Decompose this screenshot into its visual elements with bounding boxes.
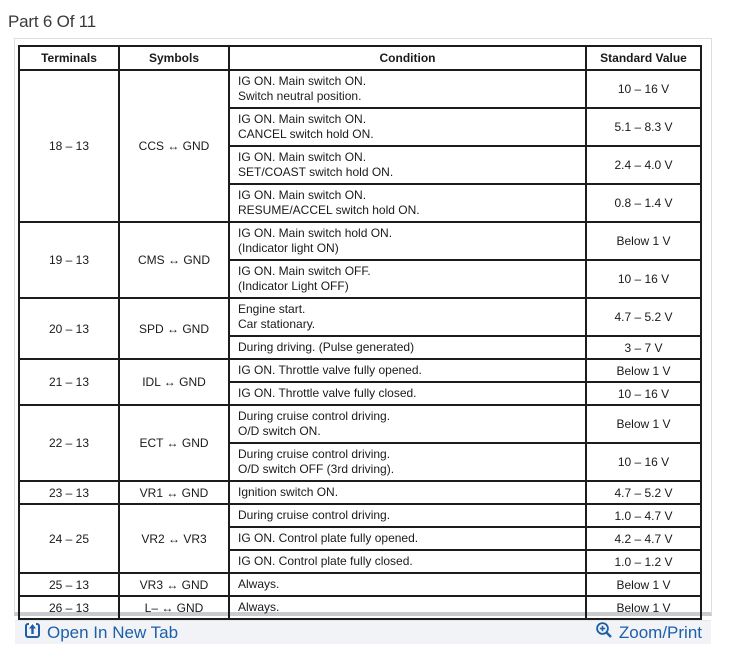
table-row: 23 – 13 VR1 ↔ GND Ignition switch ON. 4.7 –… <box>18 480 702 505</box>
standard-value-cell: Below 1 V <box>585 572 702 597</box>
column-header-symbols: Symbols <box>118 45 230 71</box>
table-row: During cruise control driving. O/D switch… <box>19 442 702 482</box>
condition-cell: During driving. (Pulse generated) <box>228 335 587 360</box>
column-header-condition: Condition <box>228 45 587 71</box>
table-row: IG ON. Throttle valve fully closed. 10 – … <box>19 381 702 406</box>
terminals-cell: 25 – 13 <box>18 572 120 597</box>
zoom-plus-icon <box>595 621 613 644</box>
open-in-new-tab-label: Open In New Tab <box>47 622 179 642</box>
standard-value-cell: 4.7 – 5.2 V <box>585 480 702 505</box>
standard-value-cell: 0.8 – 1.4 V <box>585 183 702 223</box>
symbols-cell: SPD ↔ GND <box>118 297 230 360</box>
condition-cell: Engine start. Car stationary. <box>228 297 587 337</box>
terminals-cell: 22 – 13 <box>18 404 120 482</box>
standard-value-cell: 10 – 16 V <box>585 442 702 482</box>
terminals-cell: 26 – 13 <box>18 595 120 620</box>
condition-cell: IG ON. Main switch ON. Switch neutral pos… <box>228 69 587 109</box>
table-header-row: Terminals Symbols Condition Standard Value <box>18 45 702 71</box>
table-row: IG ON. Control plate fully opened. 4.2 – … <box>19 526 702 551</box>
condition-cell: IG ON. Throttle valve fully closed. <box>228 381 587 406</box>
terminals-cell: 21 – 13 <box>18 358 120 406</box>
table-row: 20 – 13 SPD ↔ GND Engine start. Car station… <box>18 297 702 360</box>
condition-cell: Always. <box>228 595 587 620</box>
symbols-cell: CCS ↔ GND <box>118 69 230 223</box>
column-header-terminals: Terminals <box>18 45 120 71</box>
standard-value-cell: 10 – 16 V <box>585 381 702 406</box>
standard-value-cell: 3 – 7 V <box>585 335 702 360</box>
table-body: 18 – 13 CCS ↔ GND IG ON. Main switch ON. Sw… <box>18 69 702 620</box>
condition-cell: IG ON. Throttle valve fully opened. <box>228 358 587 383</box>
terminals-cell: 18 – 13 <box>18 69 120 223</box>
terminals-cell: 24 – 25 <box>18 503 120 574</box>
condition-cell: IG ON. Control plate fully opened. <box>228 526 587 551</box>
zoom-print-label: Zoom/Print <box>618 622 702 642</box>
table-row: 21 – 13 IDL ↔ GND IG ON. Throttle valve fu… <box>18 358 702 406</box>
symbols-cell: CMS ↔ GND <box>118 221 230 299</box>
symbols-cell: VR1 ↔ GND <box>118 480 230 505</box>
terminal-values-table: Terminals Symbols Condition Standard Value … <box>18 45 702 620</box>
standard-value-cell: 1.0 – 1.2 V <box>585 549 702 574</box>
table-row: IG ON. Main switch ON. SET/COAST switch h… <box>19 145 702 185</box>
table-row: 22 – 13 ECT ↔ GND During cruise control dr… <box>18 404 702 482</box>
table-row: 18 – 13 CCS ↔ GND IG ON. Main switch ON. Sw… <box>18 69 702 223</box>
condition-cell: IG ON. Main switch OFF. (Indicator Light … <box>228 259 587 299</box>
condition-cell: IG ON. Main switch ON. CANCEL switch hold… <box>228 107 587 147</box>
condition-cell: Always. <box>228 572 587 597</box>
standard-value-cell: 1.0 – 4.7 V <box>585 503 702 528</box>
table-row: IG ON. Control plate fully closed. 1.0 – … <box>19 549 702 574</box>
condition-cell: During cruise control driving. O/D switch… <box>228 442 587 482</box>
standard-value-cell: 4.7 – 5.2 V <box>585 297 702 337</box>
standard-value-cell: Below 1 V <box>585 358 702 383</box>
condition-cell: During cruise control driving. <box>228 503 587 528</box>
table-row: 24 – 25 VR2 ↔ VR3 During cruise control dr… <box>18 503 702 574</box>
symbols-cell: IDL ↔ GND <box>118 358 230 406</box>
footer-bar: Open In New Tab Zoom/Print <box>15 620 711 644</box>
table-row: IG ON. Main switch ON. CANCEL switch hold… <box>19 107 702 147</box>
table-row: 26 – 13 L– ↔ GND Always. Below 1 V <box>18 595 702 620</box>
standard-value-cell: 5.1 – 8.3 V <box>585 107 702 147</box>
standard-value-cell: 10 – 16 V <box>585 259 702 299</box>
open-in-new-tab-icon <box>24 622 41 644</box>
table-row: IG ON. Main switch OFF. (Indicator Light … <box>19 259 702 299</box>
standard-value-cell: 2.4 – 4.0 V <box>585 145 702 185</box>
condition-cell: IG ON. Main switch ON. SET/COAST switch h… <box>228 145 587 185</box>
page-title: Part 6 Of 11 <box>8 12 96 31</box>
table-row: IG ON. Main switch ON. RESUME/ACCEL switc… <box>19 183 702 223</box>
condition-cell: IG ON. Control plate fully closed. <box>228 549 587 574</box>
table-row: 19 – 13 CMS ↔ GND IG ON. Main switch hold … <box>18 221 702 299</box>
standard-value-cell: Below 1 V <box>585 404 702 444</box>
table-row: 25 – 13 VR3 ↔ GND Always. Below 1 V <box>18 572 702 597</box>
symbols-cell: L– ↔ GND <box>118 595 230 620</box>
standard-value-cell: Below 1 V <box>585 221 702 261</box>
symbols-cell: VR3 ↔ GND <box>118 572 230 597</box>
condition-cell: Ignition switch ON. <box>228 480 587 505</box>
condition-cell: IG ON. Main switch ON. RESUME/ACCEL switc… <box>228 183 587 223</box>
standard-value-cell: 10 – 16 V <box>585 69 702 109</box>
symbols-cell: VR2 ↔ VR3 <box>118 503 230 574</box>
table-row: During driving. (Pulse generated) 3 – 7 V <box>19 335 702 360</box>
open-in-new-tab-link[interactable]: Open In New Tab <box>24 622 178 644</box>
condition-cell: IG ON. Main switch hold ON. (Indicator li… <box>228 221 587 261</box>
column-header-standard-value: Standard Value <box>585 45 702 71</box>
symbols-cell: ECT ↔ GND <box>118 404 230 482</box>
terminals-cell: 20 – 13 <box>18 297 120 360</box>
zoom-print-link[interactable]: Zoom/Print <box>595 621 702 644</box>
condition-cell: During cruise control driving. O/D switch… <box>228 404 587 444</box>
standard-value-cell: Below 1 V <box>585 595 702 620</box>
terminals-cell: 19 – 13 <box>18 221 120 299</box>
content-panel: Terminals Symbols Condition Standard Value … <box>14 38 712 644</box>
terminals-cell: 23 – 13 <box>18 480 120 505</box>
standard-value-cell: 4.2 – 4.7 V <box>585 526 702 551</box>
